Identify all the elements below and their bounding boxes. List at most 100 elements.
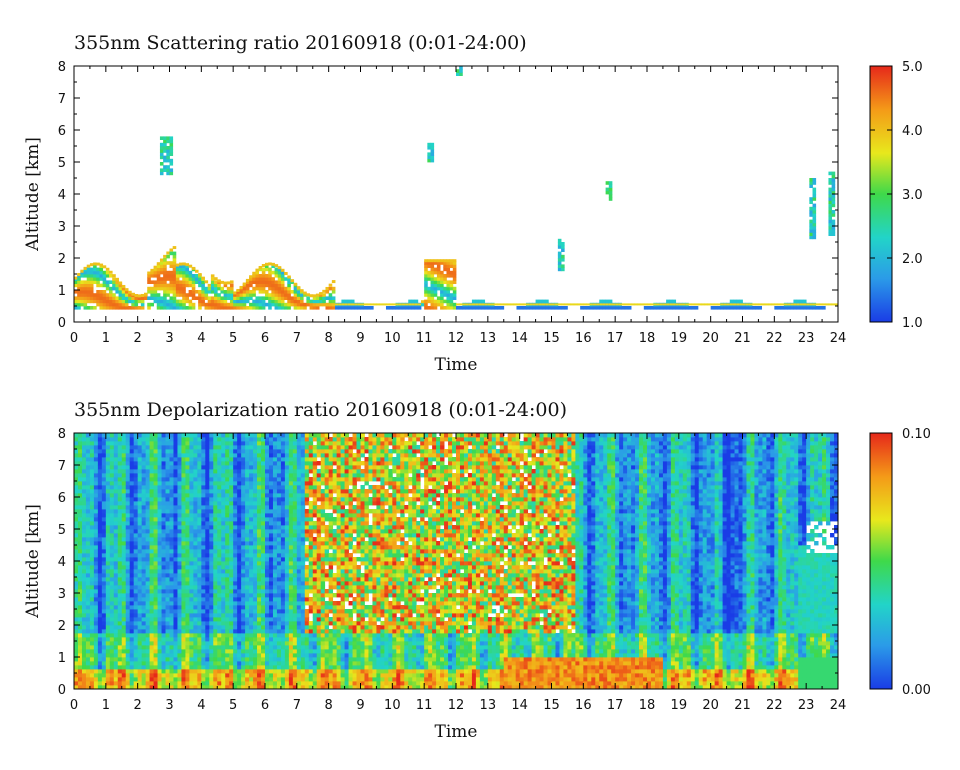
- heatmap-cell: [165, 645, 170, 650]
- heatmap-cell: [545, 306, 549, 310]
- heatmap-cell: [249, 585, 254, 590]
- heatmap-cell: [268, 485, 274, 490]
- heatmap-cell: [265, 497, 270, 502]
- heatmap-cell: [257, 589, 262, 594]
- heatmap-cell: [173, 589, 178, 594]
- heatmap-cell: [128, 293, 132, 297]
- heatmap-cell: [241, 457, 246, 462]
- heatmap-cell: [81, 505, 87, 510]
- heatmap-cell: [105, 533, 111, 538]
- heatmap-cell: [233, 493, 238, 498]
- heatmap-cell: [169, 280, 174, 284]
- heatmap-cell: [268, 517, 274, 522]
- heatmap-cell: [268, 545, 274, 550]
- heatmap-cell: [707, 303, 712, 306]
- heatmap-cell: [77, 299, 81, 304]
- heatmap-cell: [237, 597, 242, 602]
- heatmap-cell: [159, 306, 164, 310]
- heatmap-cell: [276, 581, 282, 586]
- heatmap-cell: [145, 581, 151, 586]
- heatmap-cell: [265, 545, 270, 550]
- heatmap-cell: [153, 433, 158, 438]
- heatmap-cell: [261, 280, 266, 284]
- heatmap-cell: [736, 299, 740, 304]
- heatmap-cell: [124, 290, 129, 294]
- heatmap-cell: [213, 669, 218, 674]
- heatmap-cell: [129, 581, 135, 586]
- heatmap-cell: [209, 645, 214, 650]
- heatmap-cell: [133, 601, 139, 606]
- heatmap-cell: [197, 645, 202, 650]
- heatmap-cell: [177, 485, 182, 490]
- heatmap-cell: [166, 283, 170, 288]
- heatmap-cell: [74, 669, 79, 674]
- heatmap-cell: [253, 513, 258, 518]
- heatmap-cell: [74, 477, 79, 482]
- heatmap-cell: [93, 277, 97, 281]
- heatmap-cell: [272, 461, 278, 466]
- heatmap-cell: [272, 653, 278, 658]
- heatmap-cell: [237, 509, 242, 514]
- heatmap-cell: [249, 433, 254, 438]
- heatmap-cell: [113, 465, 119, 470]
- heatmap-cell: [169, 286, 174, 291]
- heatmap-cell: [81, 529, 87, 534]
- heatmap-cell: [452, 280, 457, 284]
- x-tick-label: 0: [70, 331, 78, 346]
- heatmap-cell: [89, 685, 95, 689]
- heatmap-cell: [201, 469, 206, 474]
- heatmap-cell: [193, 597, 198, 602]
- heatmap-cell: [133, 477, 139, 482]
- heatmap-cell: [118, 306, 123, 310]
- heatmap-cell: [253, 609, 258, 614]
- heatmap-cell: [276, 621, 282, 626]
- heatmap-cell: [265, 481, 270, 486]
- heatmap-cell: [121, 577, 127, 582]
- heatmap-cell: [157, 685, 162, 689]
- heatmap-cell: [257, 653, 262, 658]
- heatmap-cell: [89, 441, 95, 446]
- heatmap-cell: [153, 609, 158, 614]
- heatmap-cell: [249, 283, 253, 288]
- heatmap-cell: [97, 645, 103, 650]
- heatmap-cell: [117, 433, 123, 438]
- heatmap-cell: [233, 565, 238, 570]
- heatmap-cell: [74, 497, 79, 502]
- heatmap-cell: [181, 505, 186, 510]
- heatmap-cell: [452, 306, 457, 310]
- heatmap-cell: [280, 557, 286, 562]
- heatmap-cell: [161, 517, 166, 522]
- heatmap-cell: [161, 453, 166, 458]
- heatmap-cell: [129, 665, 135, 670]
- heatmap-cell: [752, 306, 756, 310]
- heatmap-cell: [209, 573, 214, 578]
- heatmap-cell: [109, 585, 115, 590]
- heatmap-cell: [669, 299, 673, 304]
- heatmap-cell: [237, 513, 242, 518]
- heatmap-cell: [280, 653, 286, 658]
- heatmap-cell: [277, 306, 282, 310]
- heatmap-cell: [157, 533, 162, 538]
- heatmap-cell: [276, 585, 282, 590]
- heatmap-cell: [253, 669, 258, 674]
- heatmap-cell: [165, 537, 170, 542]
- heatmap-cell: [252, 274, 256, 278]
- heatmap-cell: [261, 657, 266, 662]
- heatmap-cell: [141, 657, 147, 662]
- heatmap-cell: [253, 585, 258, 590]
- heatmap-cell: [181, 593, 186, 598]
- x-tick-label: 8: [325, 331, 333, 346]
- heatmap-cell: [153, 577, 158, 582]
- heatmap-cell: [165, 669, 170, 674]
- heatmap-cell: [242, 306, 247, 310]
- heatmap-cell: [105, 593, 111, 598]
- heatmap-cell: [99, 299, 104, 304]
- heatmap-cell: [172, 274, 177, 278]
- heatmap-cell: [93, 681, 99, 686]
- heatmap-cell: [217, 525, 222, 530]
- heatmap-cell: [185, 465, 190, 470]
- heatmap-cell: [173, 601, 178, 606]
- heatmap-cell: [109, 669, 115, 674]
- heatmap-cell: [223, 293, 228, 297]
- heatmap-cell: [427, 261, 431, 265]
